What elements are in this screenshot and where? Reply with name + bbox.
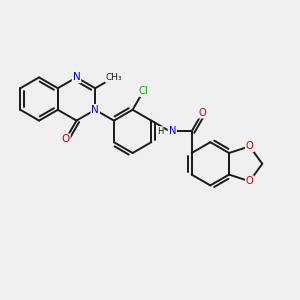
- Text: N: N: [91, 105, 99, 115]
- Text: N: N: [73, 72, 80, 82]
- Text: N: N: [169, 126, 176, 136]
- Text: Cl: Cl: [139, 86, 148, 96]
- Text: H: H: [157, 127, 164, 136]
- Text: O: O: [246, 176, 254, 186]
- Text: O: O: [61, 134, 70, 144]
- Text: CH₃: CH₃: [106, 73, 122, 82]
- Text: O: O: [246, 141, 254, 151]
- Text: O: O: [199, 108, 206, 118]
